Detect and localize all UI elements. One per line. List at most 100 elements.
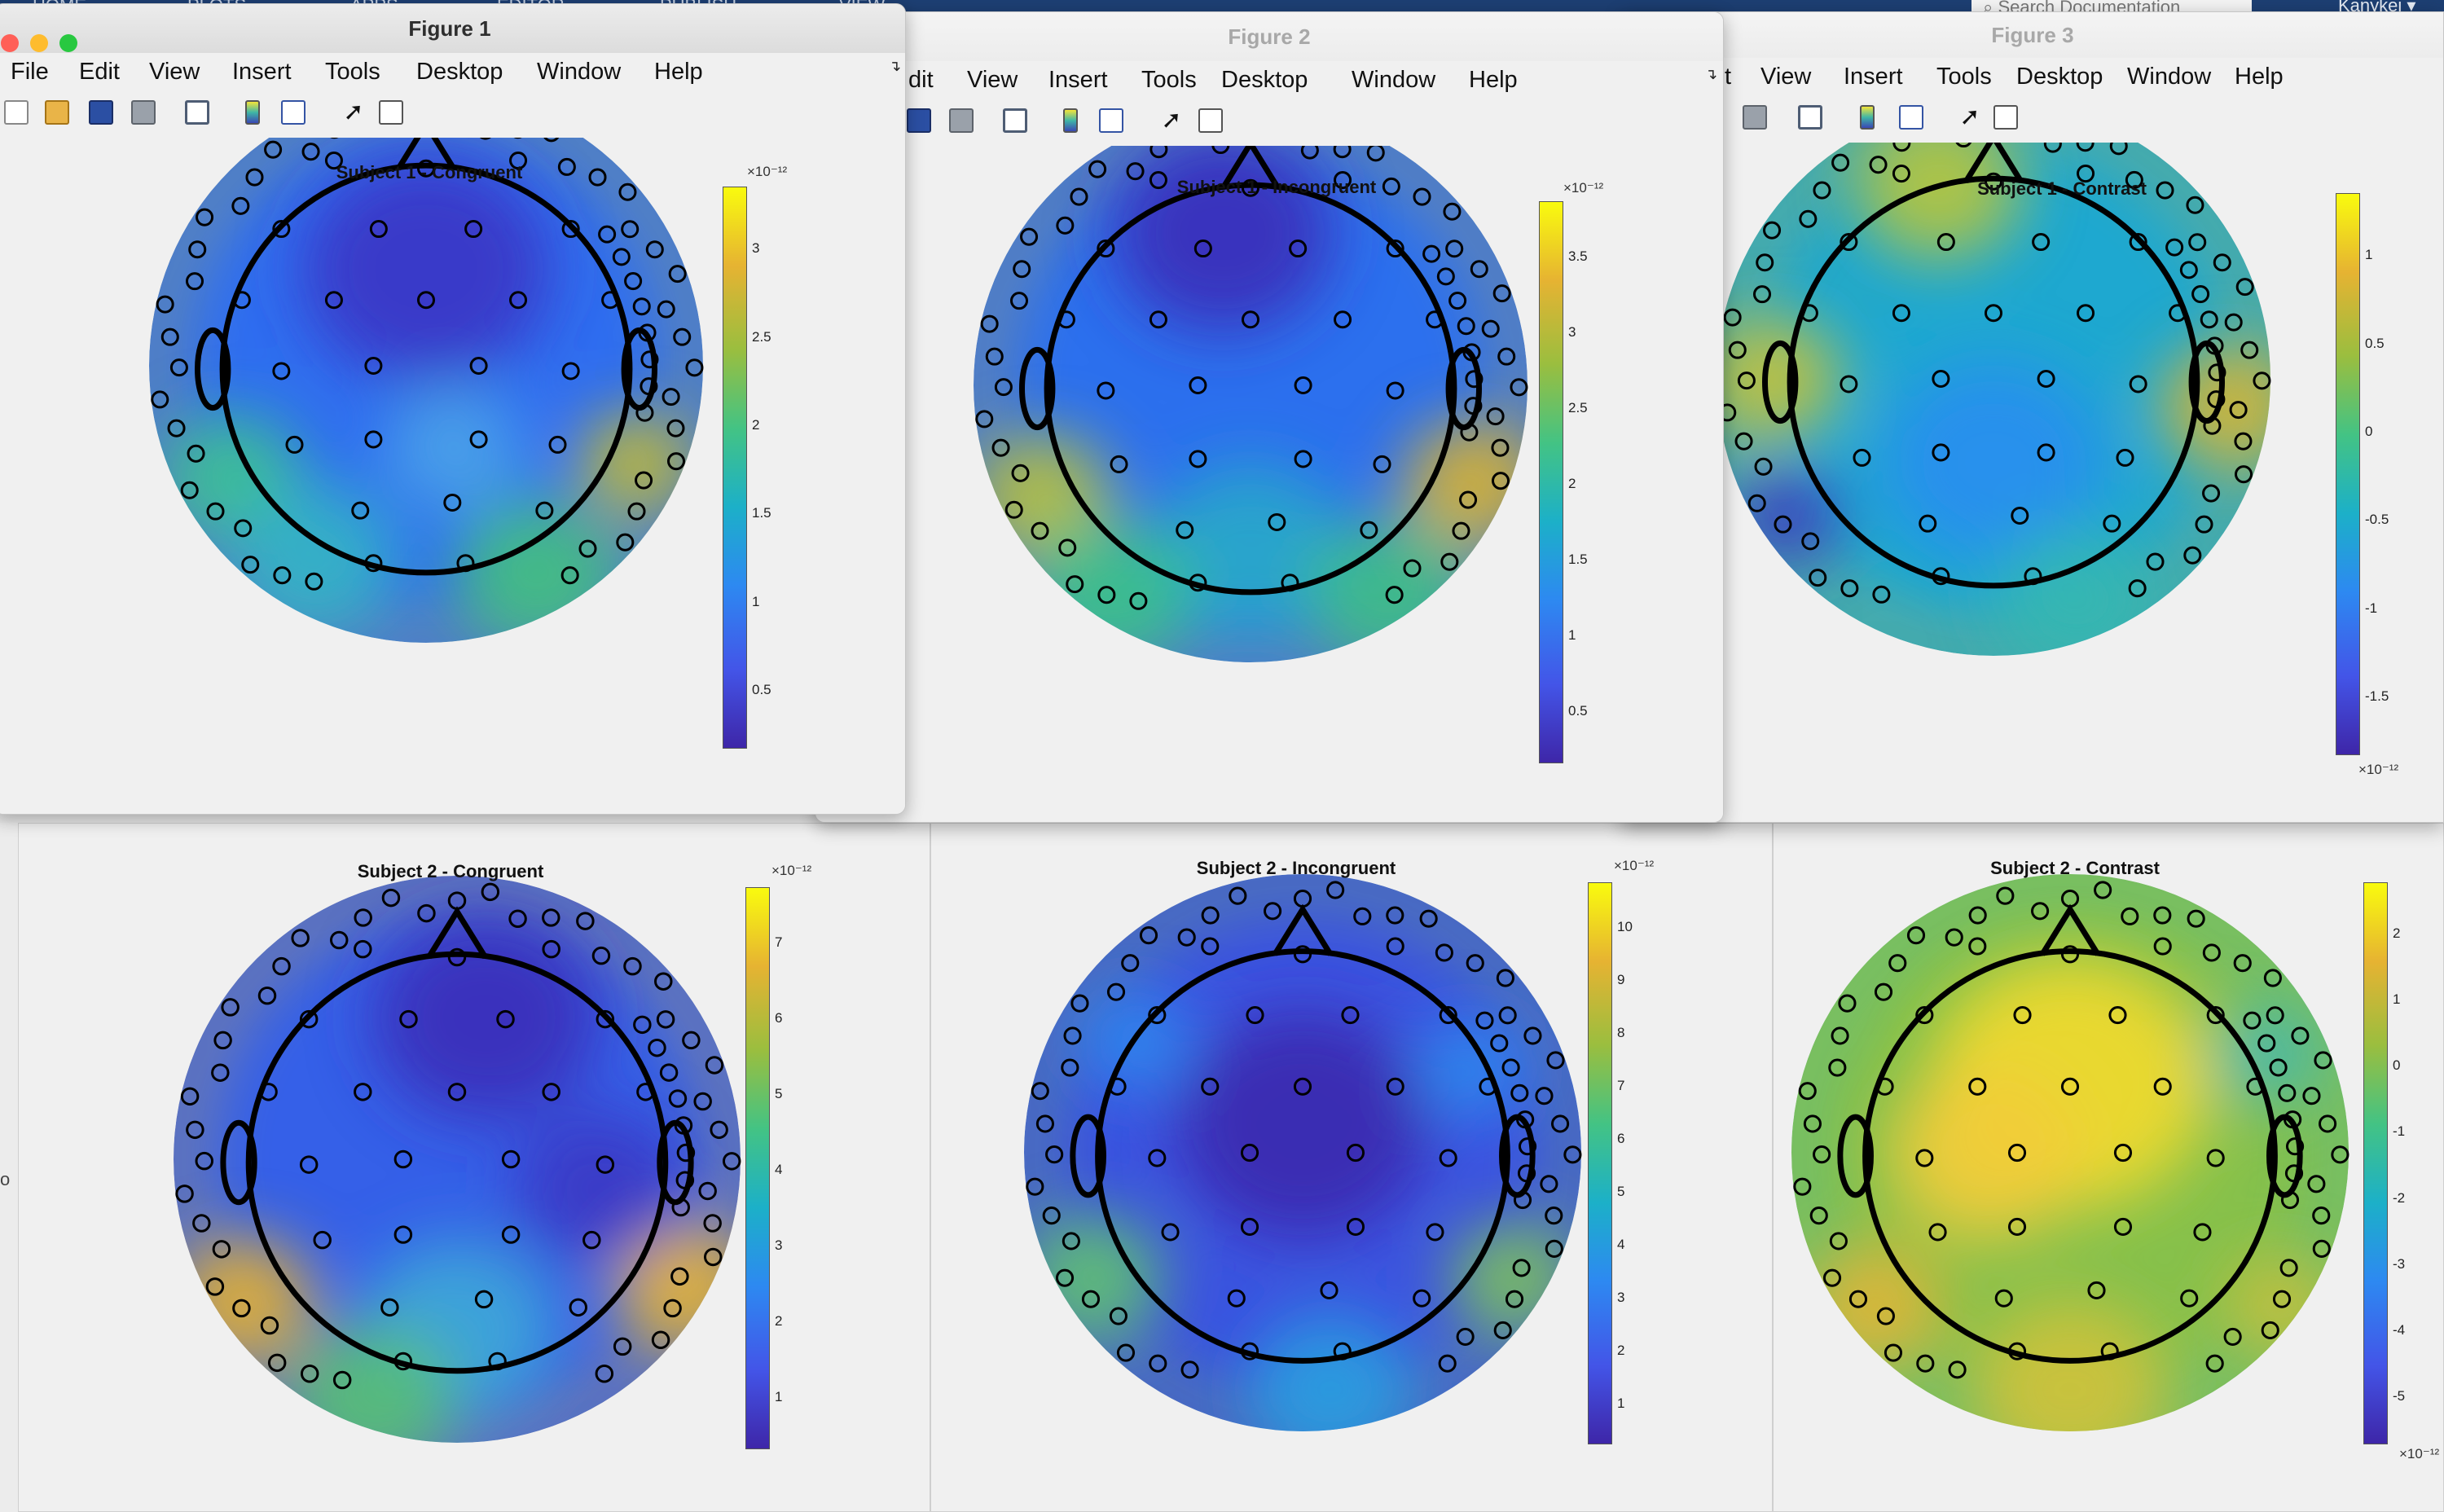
electrode-marker: [1108, 1077, 1127, 1096]
menu-window[interactable]: Window: [2127, 64, 2212, 90]
electrode-marker: [1517, 1164, 1536, 1183]
property-panel-icon[interactable]: [379, 100, 403, 125]
electrode-marker: [1505, 1290, 1524, 1308]
property-panel-icon[interactable]: [1993, 105, 2018, 130]
open-file-icon[interactable]: [45, 100, 69, 125]
toolbar-dock-arrow-icon[interactable]: ↴: [1705, 66, 1718, 82]
menu-file[interactable]: File: [11, 59, 49, 85]
menu-tools[interactable]: Tools: [1141, 67, 1197, 93]
colorbar[interactable]: [745, 887, 770, 1449]
menu-insert[interactable]: Insert: [1844, 64, 1903, 90]
menu-insert[interactable]: Insert: [1048, 67, 1108, 93]
electrode-marker: [668, 1089, 688, 1108]
menu-view[interactable]: View: [1760, 64, 1812, 90]
electrode-marker: [1763, 221, 1782, 240]
menu-desktop[interactable]: Desktop: [2016, 64, 2103, 90]
menu-window[interactable]: Window: [1352, 67, 1436, 93]
minimize-window-button[interactable]: [30, 34, 48, 52]
electrode-marker: [623, 956, 642, 976]
print-icon[interactable]: [949, 108, 974, 133]
electrode-marker: [2060, 1077, 2080, 1096]
menu-help[interactable]: Help: [654, 59, 703, 85]
colorbar-tick-label: 3: [752, 240, 760, 257]
toolbar-dock-arrow-icon[interactable]: ↴: [889, 58, 902, 74]
menu-edit-partial[interactable]: dit: [908, 67, 934, 93]
menu-help[interactable]: Help: [1469, 67, 1518, 93]
colorbar-tick-label: -3: [2393, 1255, 2406, 1272]
colorbar[interactable]: [723, 187, 747, 749]
menu-desktop[interactable]: Desktop: [416, 59, 503, 85]
colorbar[interactable]: [1539, 201, 1563, 763]
menu-edit[interactable]: Edit: [79, 59, 120, 85]
pointer-icon[interactable]: ➚: [1959, 103, 1980, 130]
colorbar-icon[interactable]: [1063, 108, 1078, 133]
menu-desktop[interactable]: Desktop: [1221, 67, 1308, 93]
electrode-marker: [638, 323, 657, 342]
print-preview-icon[interactable]: [185, 100, 209, 125]
pointer-icon[interactable]: ➚: [343, 99, 364, 125]
electrode-marker: [232, 291, 251, 310]
colorbar-tick-label: 2.5: [1568, 400, 1588, 416]
electrode-marker: [1360, 521, 1378, 539]
electrode-marker: [2188, 233, 2207, 252]
colorbar[interactable]: [2363, 882, 2388, 1444]
property-panel-icon[interactable]: [1198, 108, 1223, 133]
menu-help[interactable]: Help: [2235, 64, 2284, 90]
electrode-marker: [1518, 1137, 1537, 1156]
electrode-marker: [1161, 1223, 1180, 1242]
colorbar[interactable]: [1588, 882, 1612, 1444]
electrode-marker: [1057, 310, 1075, 329]
electrode-marker: [324, 152, 343, 170]
menu-view[interactable]: View: [149, 59, 200, 85]
electrode-marker: [1486, 407, 1505, 426]
electrode-marker: [1501, 1058, 1520, 1077]
electrode-marker: [975, 410, 994, 429]
electrode-markers: [975, 146, 1528, 610]
electrode-marker: [2037, 443, 2055, 462]
electrode-marker: [1496, 969, 1514, 987]
print-preview-icon[interactable]: [1003, 108, 1027, 133]
legend-icon[interactable]: [1899, 105, 1923, 130]
close-window-button[interactable]: [1, 34, 19, 52]
print-icon[interactable]: [1743, 105, 1767, 130]
electrode-marker: [1831, 153, 1850, 172]
colorbar-tick-label: 6: [1617, 1130, 1625, 1146]
electrode-marker: [569, 1298, 588, 1317]
menu-view[interactable]: View: [967, 67, 1018, 93]
pointer-icon[interactable]: ➚: [1161, 107, 1182, 134]
electrode-marker: [509, 291, 528, 310]
menu-edit-partial[interactable]: t: [1725, 64, 1732, 90]
colorbar[interactable]: [2336, 193, 2360, 755]
electrode-marker: [1009, 292, 1029, 310]
save-icon[interactable]: [89, 100, 113, 125]
electrode-marker: [1116, 1343, 1136, 1362]
print-preview-icon[interactable]: [1798, 105, 1822, 130]
electrode-marker: [447, 1083, 467, 1101]
colorbar-icon[interactable]: [245, 100, 260, 125]
electrode-marker: [578, 539, 597, 558]
colorbar-icon[interactable]: [1860, 105, 1875, 130]
electrode-marker: [1869, 156, 1888, 174]
colorbar-tick-label: 2: [1617, 1342, 1625, 1358]
print-icon[interactable]: [131, 100, 156, 125]
save-icon[interactable]: [907, 108, 931, 133]
electrode-marker: [616, 533, 635, 552]
new-figure-icon[interactable]: [4, 100, 29, 125]
legend-icon[interactable]: [281, 100, 306, 125]
menu-tools[interactable]: Tools: [1936, 64, 1992, 90]
user-account-menu[interactable]: Kanykei ▾: [2281, 0, 2444, 15]
menu-tools[interactable]: Tools: [325, 59, 380, 85]
electrode-marker: [651, 1330, 670, 1350]
electrode-marker: [1448, 292, 1467, 310]
zoom-window-button[interactable]: [59, 34, 77, 52]
electrode-marker: [364, 430, 383, 449]
electrode-marker: [206, 502, 225, 521]
electrode-marker: [2272, 1290, 2292, 1308]
menu-insert[interactable]: Insert: [232, 59, 292, 85]
electrode-marker: [1984, 172, 2003, 191]
electrode-marker: [1968, 1077, 1987, 1096]
electrode-marker: [1413, 1289, 1431, 1308]
menu-window[interactable]: Window: [537, 59, 622, 85]
electrode-marker: [2129, 375, 2147, 393]
legend-icon[interactable]: [1099, 108, 1123, 133]
